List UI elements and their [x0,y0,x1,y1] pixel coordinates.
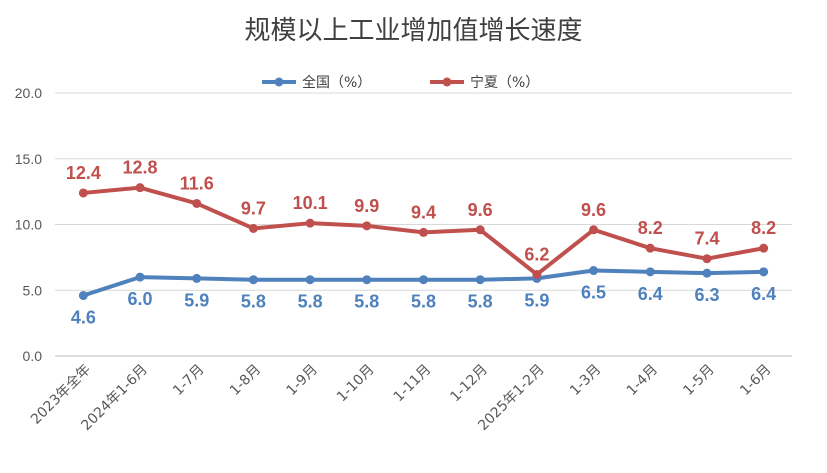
data-label-national: 5.8 [468,292,493,312]
x-tick-label: 1-11月 [391,362,435,406]
data-label-national: 5.8 [241,292,266,312]
y-axis-ticks: 0.0 5.0 10.0 15.0 20.0 [15,85,42,364]
point-national [759,267,769,277]
legend-label-national: 全国（%） [302,74,371,91]
data-label-ningxia: 9.6 [581,200,606,220]
data-label-national: 5.8 [354,292,379,312]
data-label-national: 4.6 [71,308,96,328]
point-ningxia [702,254,712,264]
data-label-national: 6.4 [751,284,776,304]
data-label-national: 6.5 [581,283,606,303]
data-label-national: 5.8 [411,292,436,312]
data-label-national: 5.8 [298,292,323,312]
data-label-ningxia: 9.4 [411,202,436,222]
legend: 全国（%） 宁夏（%） [262,74,539,91]
data-label-ningxia: 12.8 [123,158,158,178]
legend-marker-national [274,77,284,87]
x-tick-label: 1-7月 [170,362,207,399]
point-ningxia [589,225,599,235]
point-ningxia [759,243,769,253]
x-tick-label: 1-10月 [334,362,378,406]
series [78,183,769,301]
legend-label-ningxia: 宁夏（%） [470,74,539,91]
data-label-ningxia: 8.2 [638,218,663,238]
x-tick-label: 1-4月 [624,362,661,399]
data-label-national: 5.9 [184,290,209,310]
point-ningxia [305,218,315,228]
data-label-ningxia: 10.1 [293,193,328,213]
point-national [248,275,258,285]
data-label-ningxia: 11.6 [180,173,214,193]
data-label-ningxia: 9.6 [468,200,493,220]
y-tick-label: 5.0 [23,282,43,298]
point-national [645,267,655,277]
data-labels: 4.6 6.0 5.9 5.8 5.8 5.8 5.8 5.8 5.9 6.5 6.4 6.3 6.4 1… [66,158,776,328]
point-national [589,266,599,276]
point-ningxia [248,223,258,233]
point-ningxia [192,198,202,208]
data-label-national: 6.3 [694,285,719,305]
data-label-national: 6.4 [638,284,663,304]
point-national [702,268,712,278]
point-national [475,275,485,285]
x-tick-label: 1-3月 [567,362,604,399]
data-label-ningxia: 9.9 [354,196,379,216]
point-ningxia [78,188,88,198]
data-label-national: 5.9 [524,290,549,310]
point-national [419,275,428,285]
point-national [192,273,202,283]
data-label-ningxia: 9.7 [241,198,266,218]
chart-title: 规模以上工业增加值增长速度 [244,16,583,46]
x-tick-label: 1-8月 [227,362,264,399]
gridlines [55,92,792,357]
x-tick-label: 1-9月 [284,362,321,399]
point-national [305,275,315,285]
y-tick-label: 20.0 [15,85,42,101]
data-label-ningxia: 8.2 [751,218,776,238]
point-ningxia [532,269,542,279]
y-tick-label: 0.0 [23,348,43,364]
data-label-ningxia: 7.4 [694,229,719,249]
point-national [135,272,145,282]
x-tick-label: 1-5月 [680,362,717,399]
legend-marker-ningxia [442,77,452,87]
data-label-national: 6.0 [128,289,153,309]
x-tick-label: 1-12月 [447,362,491,406]
point-ningxia [475,225,485,235]
y-tick-label: 10.0 [15,217,42,233]
data-label-ningxia: 12.4 [66,163,101,183]
y-tick-label: 15.0 [15,151,42,167]
point-ningxia [135,183,145,193]
point-national [78,291,88,301]
point-ningxia [419,227,428,237]
data-label-ningxia: 6.2 [524,244,549,264]
point-ningxia [645,243,655,253]
x-tick-label: 1-6月 [737,362,774,399]
point-national [362,275,372,285]
point-ningxia [362,221,372,231]
